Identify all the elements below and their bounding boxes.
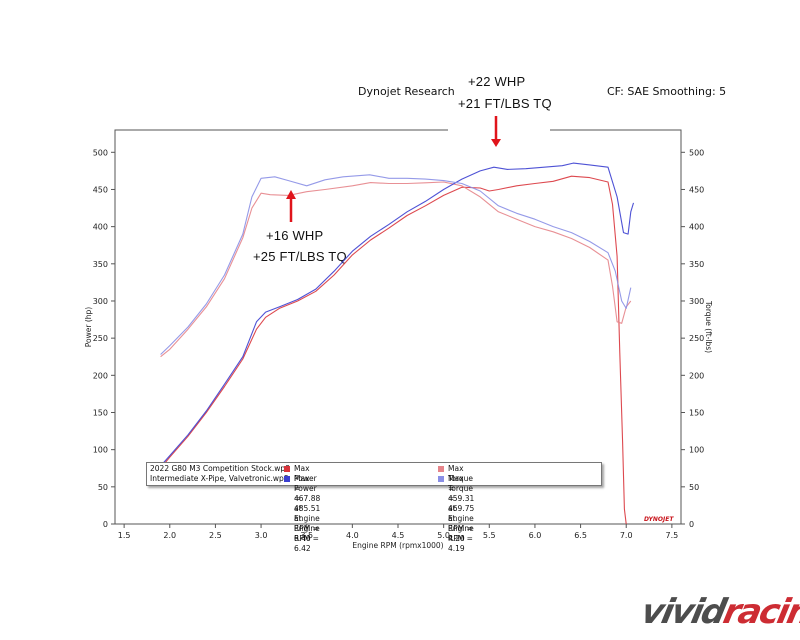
legend-run-name: 2022 G80 M3 Competition Stock.wp8	[150, 464, 290, 473]
x-tick-label: 4.0	[346, 531, 359, 540]
annotation-left-line1: +16 WHP	[266, 228, 324, 243]
legend-max-power: Max Power = 485.51 at Engine RPM = 6.42	[294, 474, 321, 553]
y2-tick-label: 100	[689, 446, 704, 455]
legend-swatch-power	[284, 476, 290, 482]
y2-tick-label: 250	[689, 334, 704, 343]
y2-tick-label: 300	[689, 297, 704, 306]
chart-header-right: CF: SAE Smoothing: 5	[607, 85, 727, 98]
y-tick-label: 250	[93, 334, 108, 343]
stock-torque-line	[160, 181, 632, 358]
y-tick-label: 450	[93, 185, 108, 194]
y2-tick-label: 350	[689, 260, 704, 269]
x-tick-label: 1.5	[118, 531, 131, 540]
y-tick-label: 350	[93, 260, 108, 269]
y2-tick-label: 450	[689, 185, 704, 194]
y2-tick-label: 50	[689, 483, 699, 492]
annotation-top-line2: +21 FT/LBS TQ	[458, 96, 552, 111]
annotation-left-line2: +25 FT/LBS TQ	[253, 249, 347, 264]
legend-swatch-power	[284, 466, 290, 472]
x-tick-label: 3.5	[300, 531, 313, 540]
y2-tick-label: 200	[689, 371, 704, 380]
vividracing-watermark: vividracing	[637, 592, 800, 632]
xpipe-torque-line	[160, 174, 632, 355]
y2-tick-label: 0	[689, 520, 694, 529]
stock-power-line	[160, 175, 627, 525]
x-tick-label: 4.5	[392, 531, 405, 540]
x-tick-label: 7.0	[620, 531, 633, 540]
top-arrow-head	[491, 139, 501, 147]
y-tick-label: 50	[98, 483, 108, 492]
x-tick-label: 3.0	[255, 531, 268, 540]
x-tick-label: 2.0	[163, 531, 176, 540]
legend-box: 2022 G80 M3 Competition Stock.wp8 Max Po…	[146, 462, 602, 553]
left-arrow-head	[286, 190, 296, 199]
frame-label-gap	[448, 124, 550, 134]
legend-max-torque: Max Torque = 469.75 at Engine RPM = 4.19	[448, 474, 475, 553]
y2-tick-label: 500	[689, 148, 704, 157]
x-tick-label: 5.5	[483, 531, 496, 540]
x-tick-label: 6.5	[574, 531, 587, 540]
x-tick-label: 7.5	[666, 531, 679, 540]
legend-swatch-torque	[438, 476, 444, 482]
y2-tick-label: 150	[689, 408, 704, 417]
legend-swatch-torque	[438, 466, 444, 472]
xpipe-power-line	[160, 162, 635, 467]
y-tick-label: 500	[93, 148, 108, 157]
y-tick-label: 200	[93, 371, 108, 380]
y-tick-label: 0	[103, 520, 108, 529]
dynojet-logo: DYNOJET	[644, 516, 674, 523]
x-tick-label: 5.0	[437, 531, 450, 540]
x-axis-label: Engine RPM (rpmx1000)	[352, 541, 443, 550]
legend-run-name: Intermediate X-Pipe, Valvetronic.wp8	[150, 474, 289, 483]
y-tick-label: 150	[93, 408, 108, 417]
x-tick-label: 6.0	[529, 531, 542, 540]
legend-max-torque: Max Torque = 459.31 at Engine RPM = 4.20	[448, 464, 475, 543]
y2-tick-label: 400	[689, 223, 704, 232]
y-tick-label: 100	[93, 446, 108, 455]
x-tick-label: 2.5	[209, 531, 222, 540]
chart-header-left: Dynojet Research	[358, 85, 455, 98]
annotation-top-line1: +22 WHP	[468, 74, 526, 89]
y2-axis-label: Torque (ft-lbs)	[704, 300, 713, 353]
y-tick-label: 400	[93, 223, 108, 232]
y-tick-label: 300	[93, 297, 108, 306]
y-axis-label: Power (hp)	[84, 307, 93, 348]
legend-max-power: Max Power = 467.88 at Engine RPM = 6.40	[294, 464, 321, 543]
